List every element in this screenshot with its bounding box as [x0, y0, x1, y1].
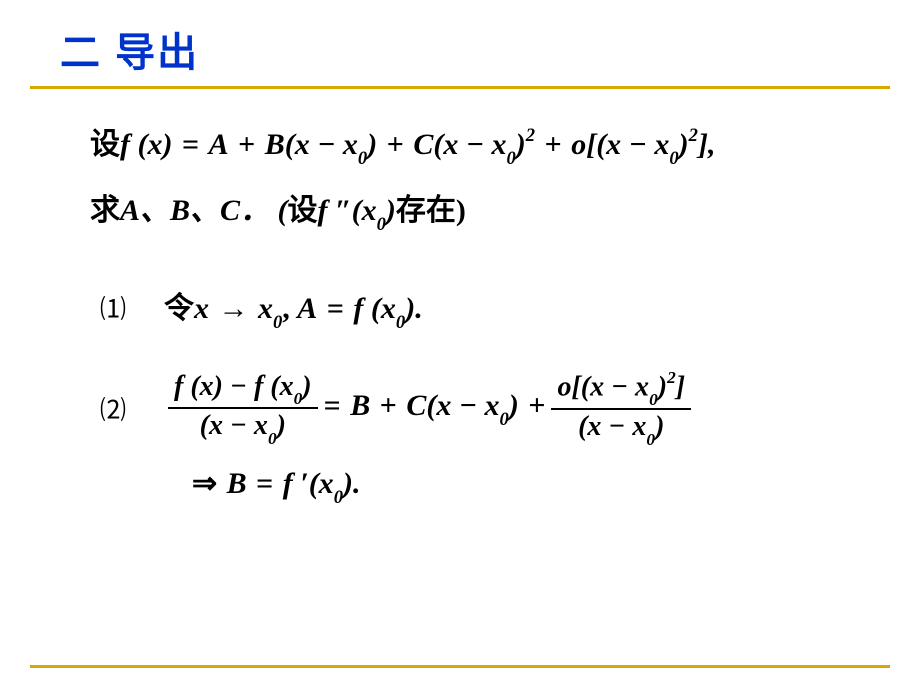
- fx0: f (x: [353, 292, 395, 325]
- text-ling: 令: [164, 292, 194, 325]
- eq: =: [249, 467, 281, 500]
- text-she2: 设: [288, 194, 318, 227]
- A: A: [297, 292, 317, 325]
- A: A: [209, 128, 229, 161]
- close: ): [679, 128, 689, 161]
- close: ): [516, 128, 526, 161]
- sup2: 2: [689, 125, 698, 146]
- fx: f (x): [120, 128, 172, 161]
- sub0: 0: [649, 390, 658, 409]
- title-wrap: 二 导出: [0, 20, 920, 78]
- sub0: 0: [396, 312, 405, 333]
- x: x: [194, 292, 209, 325]
- step1-label: ⑴: [100, 289, 136, 326]
- num-text: o[(x − x: [557, 371, 649, 402]
- o: o: [571, 128, 586, 161]
- frac2-den: (x − x0): [572, 412, 670, 446]
- plus: +: [521, 389, 546, 422]
- brk: ]: [676, 371, 685, 402]
- step2-label: ⑵: [100, 390, 136, 427]
- text-qiu: 求: [90, 194, 120, 227]
- den-text: (x − x: [200, 410, 268, 441]
- den-end: ): [655, 411, 664, 442]
- close: ): [386, 194, 396, 227]
- frac1-num: f (x) − f (x0): [168, 372, 318, 406]
- num-text: f (x) − f (x: [174, 371, 294, 402]
- fraction-2: o[(x − x0)2] (x − x0): [551, 371, 691, 446]
- sub0: 0: [669, 148, 678, 169]
- x0: x: [258, 292, 273, 325]
- frac2-num: o[(x − x0)2]: [551, 371, 691, 406]
- plus: +: [537, 128, 569, 161]
- slide-title: 二 导出: [60, 20, 920, 78]
- text-she: 设: [90, 128, 120, 161]
- abc-list: A、B、C． (: [120, 194, 288, 227]
- plus: +: [372, 389, 404, 422]
- sub0: 0: [507, 148, 516, 169]
- den-end: ): [277, 410, 286, 441]
- B: B: [265, 128, 285, 161]
- eq: =: [324, 389, 349, 422]
- sub0: 0: [500, 409, 509, 430]
- step1-body: 令x → x0, A = f (x0).: [164, 283, 423, 331]
- den-text: (x − x: [578, 411, 646, 442]
- plus: +: [231, 128, 263, 161]
- plus: +: [379, 128, 411, 161]
- sub0: 0: [377, 214, 386, 235]
- text-exists: 存在: [396, 194, 456, 227]
- sub0: 0: [334, 487, 343, 508]
- eq: =: [319, 292, 351, 325]
- sub0: 0: [294, 389, 303, 408]
- close: ): [509, 389, 519, 422]
- sub0: 0: [358, 148, 367, 169]
- paren: (x − x: [285, 128, 358, 161]
- paren: (x − x: [426, 389, 499, 422]
- close: ): [367, 128, 377, 161]
- brk-close: ],: [698, 128, 716, 161]
- fraction-1: f (x) − f (x0) (x − x0): [168, 372, 318, 446]
- close: ): [658, 371, 667, 402]
- brk: [(x − x: [586, 128, 669, 161]
- setup-equation: 设f (x) = A + B(x − x0) + C(x − x0)2 + o[…: [90, 119, 860, 167]
- C: C: [413, 128, 433, 161]
- num-end: ): [302, 371, 311, 402]
- step-1: ⑴ 令x → x0, A = f (x0).: [100, 283, 860, 331]
- sup2: 2: [667, 368, 676, 387]
- setup-question: 求A、B、C． (设f ″(x0)存在): [90, 185, 860, 233]
- frac1-den: (x − x0): [194, 411, 292, 445]
- sub0: 0: [268, 429, 277, 448]
- arrow: →: [211, 292, 256, 325]
- eq: =: [174, 128, 206, 161]
- paren: (x − x: [433, 128, 506, 161]
- content-area: 设f (x) = A + B(x − x0) + C(x − x0)2 + o[…: [0, 89, 920, 506]
- frac-bar: [551, 408, 691, 410]
- implies: ⇒: [192, 467, 225, 500]
- comma: ,: [282, 292, 297, 325]
- sub0: 0: [646, 430, 655, 449]
- sup2: 2: [526, 125, 535, 146]
- slide: 二 导出 设f (x) = A + B(x − x0) + C(x − x0)2…: [0, 0, 920, 690]
- end: ).: [343, 467, 361, 500]
- fprime: f ′(x: [283, 467, 334, 500]
- step2-middle: = B + C(x − x0) +: [322, 389, 548, 428]
- C: C: [406, 389, 426, 422]
- bottom-divider: [30, 665, 890, 668]
- end: ).: [405, 292, 423, 325]
- step-2-result: ⇒ B = f ′(x0).: [190, 466, 860, 506]
- step-2: ⑵ f (x) − f (x0) (x − x0) = B + C(x − x0…: [100, 371, 860, 446]
- B: B: [227, 467, 247, 500]
- paren-close: ): [456, 194, 466, 227]
- sub0: 0: [273, 312, 282, 333]
- B: B: [350, 389, 370, 422]
- fpp: f ″(x: [318, 194, 377, 227]
